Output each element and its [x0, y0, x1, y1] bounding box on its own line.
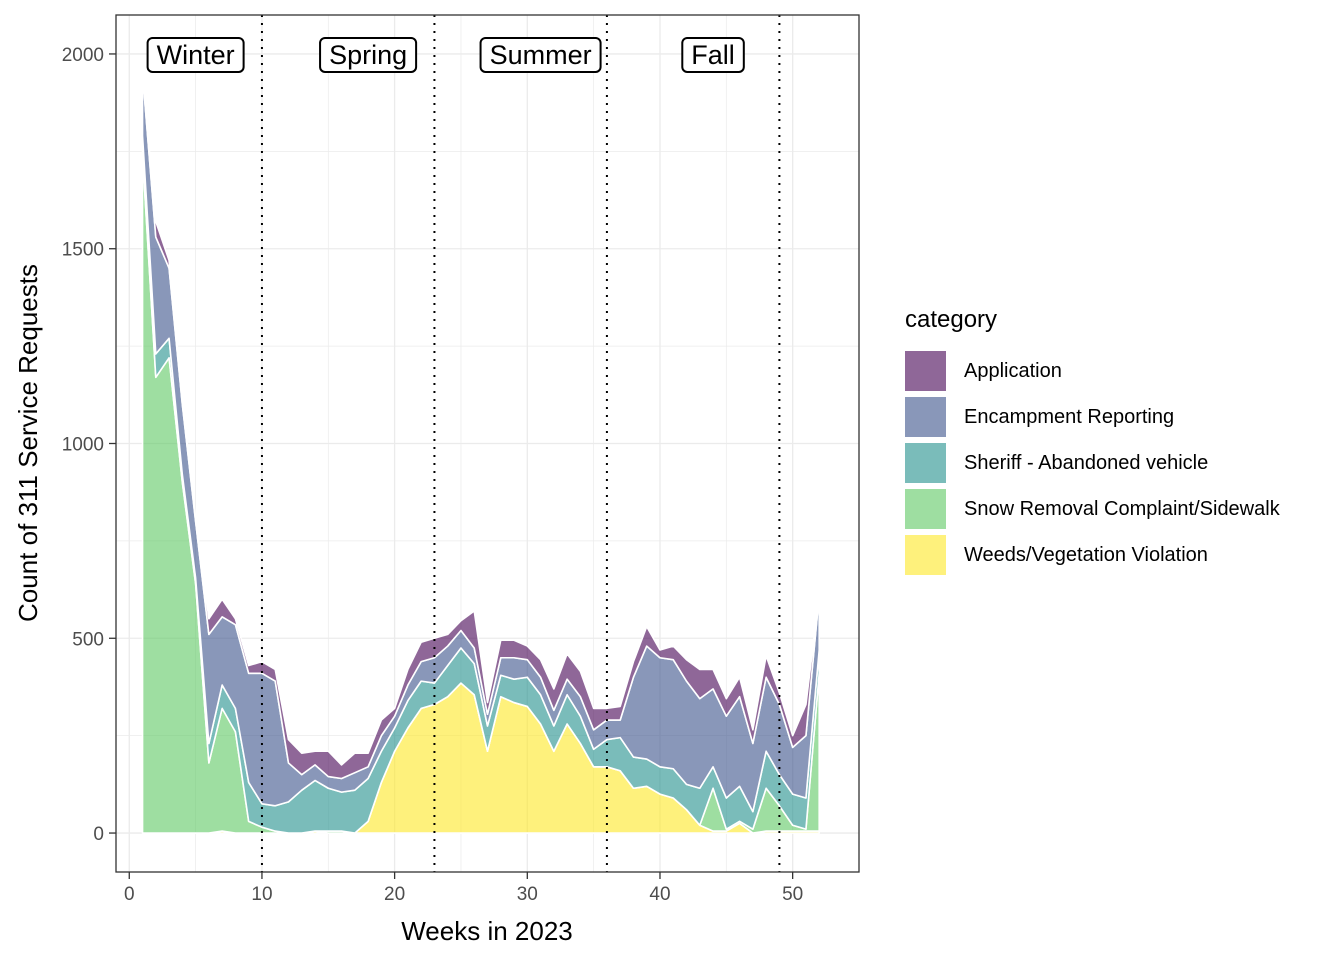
season-label-spring: Spring	[319, 36, 418, 73]
season-label-fall: Fall	[681, 36, 745, 73]
y-tick-label: 1000	[62, 435, 104, 456]
y-tick-label: 2000	[62, 45, 104, 66]
legend-swatch	[905, 443, 946, 483]
area-series-layer	[141, 72, 820, 834]
season-label-box	[479, 36, 602, 73]
legend-item: Sheriff - Abandoned vehicle	[905, 440, 1280, 486]
season-label-box	[681, 36, 745, 73]
x-tick-label: 50	[782, 884, 803, 905]
area-application	[141, 72, 820, 780]
legend-swatch	[905, 489, 946, 529]
x-tick-label: 10	[251, 884, 272, 905]
legend-item: Snow Removal Complaint/Sidewalk	[905, 486, 1280, 532]
x-tick-label: 40	[649, 884, 670, 905]
legend-label: Weeds/Vegetation Violation	[964, 543, 1208, 566]
season-label-text: Fall	[691, 40, 735, 70]
season-label-box	[319, 36, 418, 73]
x-axis: 0 10 20 30 40 50	[124, 872, 803, 905]
season-label-text: Winter	[157, 40, 235, 70]
season-label-text: Summer	[490, 40, 592, 70]
legend-items: Application Encampment Reporting Sheriff -…	[905, 348, 1280, 578]
legend-label: Snow Removal Complaint/Sidewalk	[964, 497, 1280, 520]
season-label-box	[146, 36, 245, 73]
legend-item: Application	[905, 348, 1280, 394]
season-labels: Winter Spring Summer Fall	[146, 36, 745, 73]
season-label-winter: Winter	[146, 36, 245, 73]
legend-swatch	[905, 397, 946, 437]
season-label-text: Spring	[329, 40, 407, 70]
legend-label: Encampment Reporting	[964, 405, 1175, 428]
x-axis-title: Weeks in 2023	[401, 916, 573, 946]
legend: category Application Encampment Reporting…	[905, 306, 1280, 578]
x-tick-label: 20	[384, 884, 405, 905]
season-label-summer: Summer	[479, 36, 602, 73]
legend-label: Sheriff - Abandoned vehicle	[964, 451, 1209, 474]
y-axis: 0 500 1000 1500 2000	[62, 45, 116, 845]
x-tick-label: 0	[124, 884, 135, 905]
legend-item: Encampment Reporting	[905, 394, 1280, 440]
x-tick-label: 30	[517, 884, 538, 905]
y-tick-label: 500	[72, 629, 104, 650]
legend-title: category	[905, 306, 998, 333]
y-axis-title: Count of 311 Service Requests	[13, 264, 43, 622]
legend-label: Application	[964, 359, 1062, 382]
legend-item: Weeds/Vegetation Violation	[905, 532, 1280, 578]
legend-swatch	[905, 351, 946, 391]
legend-swatch	[905, 535, 946, 575]
y-tick-label: 0	[93, 824, 104, 845]
y-tick-label: 1500	[62, 240, 104, 261]
